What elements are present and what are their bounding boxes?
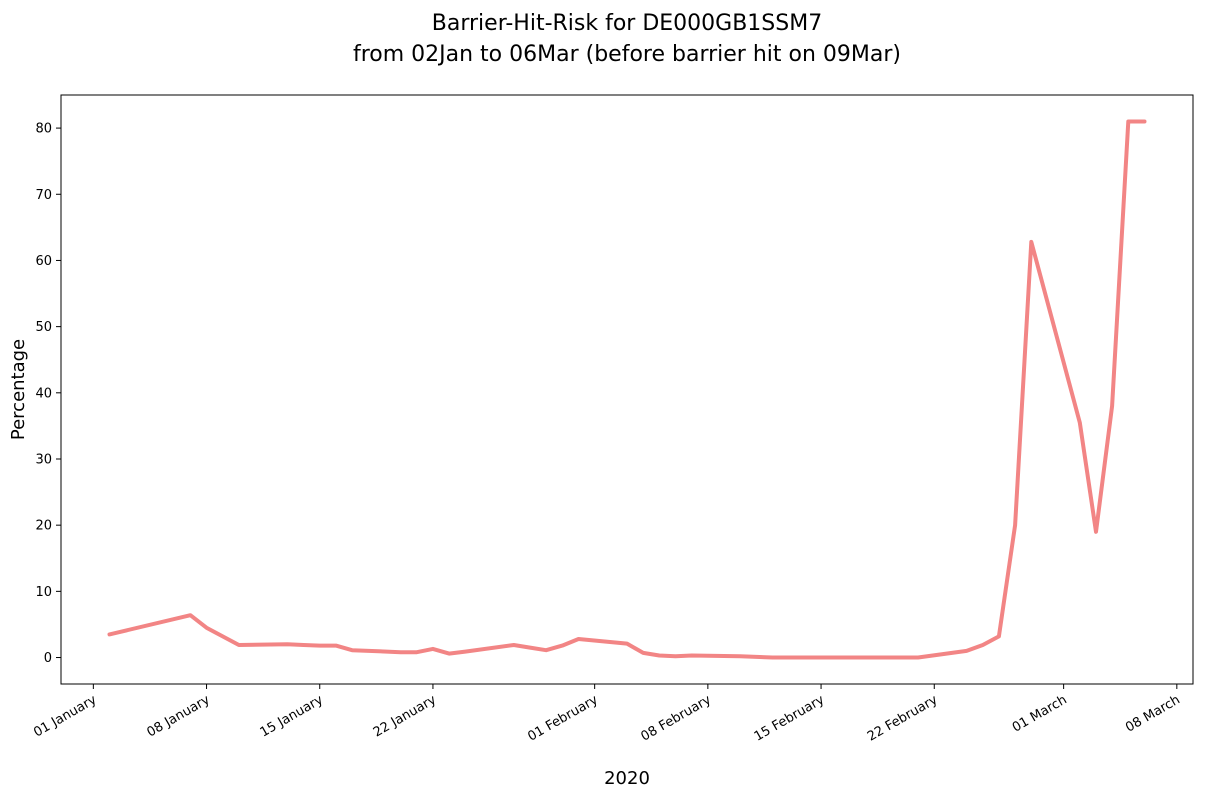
y-tick-label: 20 <box>35 519 52 534</box>
y-axis: 0 10 20 30 40 50 60 70 80 <box>35 122 61 666</box>
plot-area-frame <box>60 94 1194 685</box>
x-tick-label: 22 February <box>865 692 941 744</box>
x-tick-label: 08 January <box>144 692 212 740</box>
chart-title: Barrier-Hit-Risk for DE000GB1SSM7 from 02… <box>353 11 901 67</box>
y-tick-label: 50 <box>35 320 52 335</box>
chart-title-line-1: Barrier-Hit-Risk for DE000GB1SSM7 <box>432 11 822 36</box>
x-tick-label: 08 March <box>1123 692 1183 735</box>
x-axis: 01 January 08 January 15 January 22 January… <box>31 684 1183 745</box>
x-tick-label: 01 January <box>31 692 99 740</box>
y-tick-label: 60 <box>35 254 52 269</box>
x-axis-label: 2020 <box>604 768 650 789</box>
x-tick-label: 15 February <box>752 692 828 744</box>
x-tick-label: 08 February <box>639 692 715 744</box>
y-tick-label: 70 <box>35 188 52 203</box>
y-tick-label: 30 <box>35 452 52 467</box>
series-layer <box>107 119 1147 660</box>
y-tick-label: 10 <box>35 585 52 600</box>
chart-title-line-2: from 02Jan to 06Mar (before barrier hit … <box>353 42 901 67</box>
y-tick-label: 80 <box>35 122 52 137</box>
y-tick-label: 40 <box>35 386 52 401</box>
series-line-1 <box>107 119 1147 660</box>
x-tick-label: 01 March <box>1010 692 1070 735</box>
x-tick-label: 01 February <box>525 692 601 744</box>
y-tick-label: 0 <box>44 651 52 666</box>
y-axis-label: Percentage <box>8 339 29 440</box>
x-tick-label: 22 January <box>371 692 439 740</box>
x-tick-label: 15 January <box>258 692 326 740</box>
